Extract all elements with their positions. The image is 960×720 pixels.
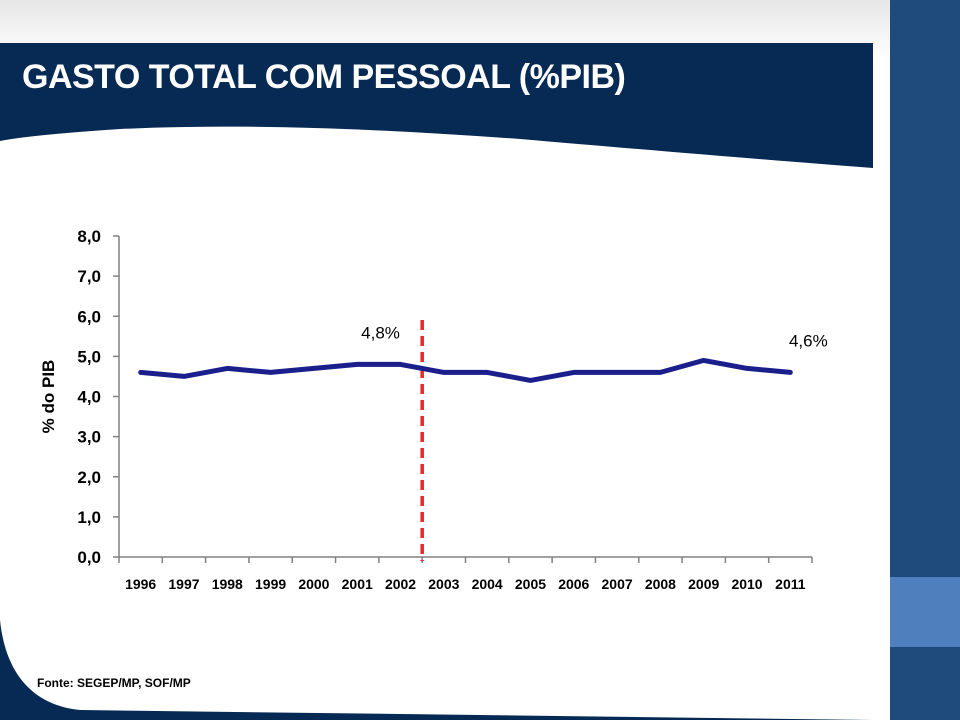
x-tick-label: 2006 (558, 576, 589, 592)
x-tick-label: 1998 (212, 576, 243, 592)
x-axis: 1996 1997 1998 1999 2000 2001 2002 2003 2004 2005… (118, 556, 813, 592)
x-tick-label: 2000 (298, 576, 329, 592)
y-tick-label: 7,0 (77, 267, 101, 286)
y-axis-label: % do PIB (39, 360, 58, 434)
x-tick-label: 1996 (125, 576, 156, 592)
source-note: Fonte: SEGEP/MP, SOF/MP (37, 676, 191, 690)
x-tick-label: 2002 (385, 576, 416, 592)
y-tick-label: 2,0 (77, 468, 101, 487)
x-tick-label: 2007 (602, 576, 633, 592)
slide-title: GASTO TOTAL COM PESSOAL (%PIB) (22, 58, 626, 96)
line-chart: 0,0 1,0 2,0 3,0 4,0 5,0 6,0 7,0 8,0 1996 1997 1998… (39, 227, 828, 592)
y-tick-label: 6,0 (77, 307, 101, 326)
x-tick-label: 2003 (428, 576, 459, 592)
x-tick-label: 1997 (168, 576, 199, 592)
x-tick-label: 1999 (255, 576, 286, 592)
data-labels: 4,8% 4,6% (361, 323, 828, 350)
x-tick-label: 2008 (645, 576, 676, 592)
data-label: 4,8% (361, 323, 400, 342)
x-tick-label: 2009 (688, 576, 719, 592)
x-tick-label: 2005 (515, 576, 546, 592)
y-axis: 0,0 1,0 2,0 3,0 4,0 5,0 6,0 7,0 8,0 (77, 227, 120, 567)
header-band (0, 43, 873, 168)
x-tick-label: 2004 (472, 576, 503, 592)
y-tick-label: 4,0 (77, 388, 101, 407)
x-tick-label: 2001 (342, 576, 373, 592)
y-tick-label: 5,0 (77, 347, 101, 366)
y-tick-label: 1,0 (77, 508, 101, 527)
bottom-curve (0, 620, 873, 720)
side-panel-accent (890, 577, 960, 647)
y-tick-label: 0,0 (77, 548, 101, 567)
y-tick-label: 8,0 (77, 227, 101, 246)
y-tick-label: 3,0 (77, 428, 101, 447)
x-tick-label: 2011 (775, 576, 806, 592)
series-line (138, 357, 793, 383)
x-tick-label: 2010 (731, 576, 762, 592)
data-label: 4,6% (789, 331, 828, 350)
